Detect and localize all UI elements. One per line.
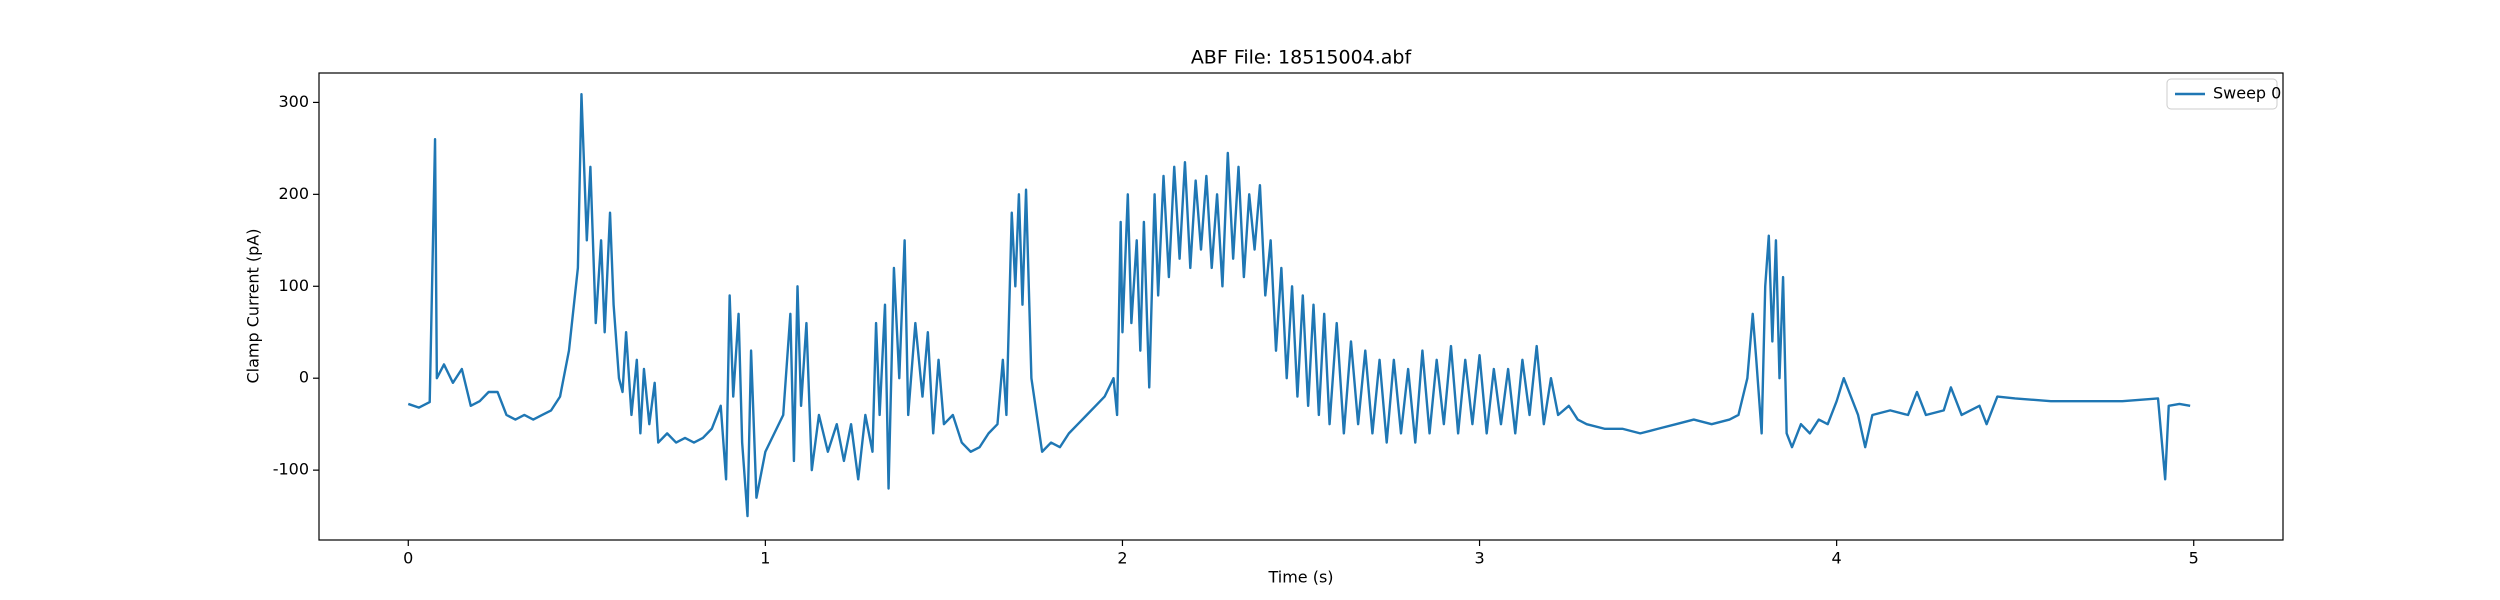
- legend-box: [2166, 78, 2278, 110]
- legend-label: Sweep 0: [2213, 84, 2281, 103]
- x-tick-label: 3: [1474, 549, 1484, 568]
- y-tick-label: 0: [299, 368, 309, 387]
- x-tick-label: 0: [403, 549, 413, 568]
- plot-frame: [318, 72, 2284, 541]
- y-tick-label: -100: [273, 460, 309, 479]
- data-line: [407, 92, 2191, 518]
- x-axis-label: Time (s): [1267, 568, 1333, 587]
- y-tick-label: 100: [278, 276, 309, 295]
- x-tick-label: 2: [1117, 549, 1127, 568]
- x-tick-label: 4: [1832, 549, 1842, 568]
- y-tick-label: 300: [278, 92, 309, 111]
- chart-title: ABF File: 18515004.abf: [1191, 47, 1413, 69]
- x-tick-label: 1: [760, 549, 770, 568]
- y-tick-label: 200: [278, 184, 309, 203]
- y-axis-label: Clamp Current (pA): [244, 228, 263, 383]
- x-tick-label: 5: [2189, 549, 2199, 568]
